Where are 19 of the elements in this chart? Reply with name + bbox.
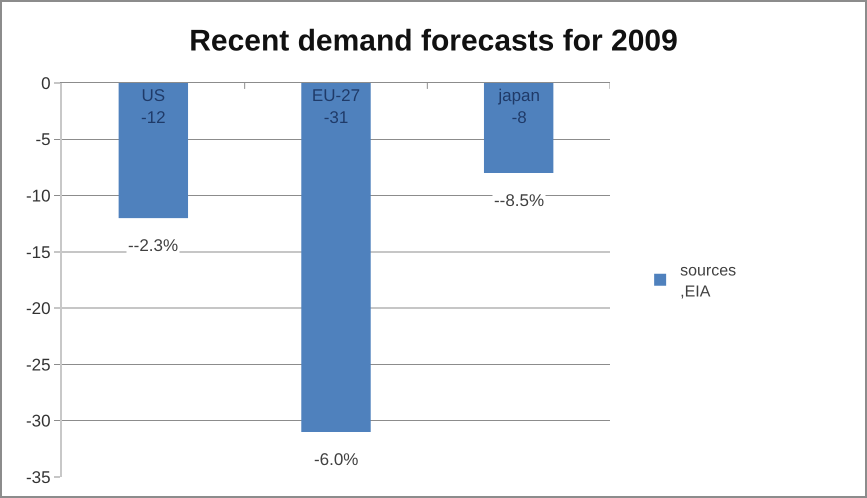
legend-label: sources ,EIA	[680, 262, 736, 300]
data-label: -8	[512, 108, 527, 128]
y-tick-label: -5	[35, 130, 51, 150]
y-tick-label: -25	[26, 355, 51, 374]
y-tick-label: -10	[26, 186, 51, 206]
x-tick-label: US	[142, 86, 166, 105]
annotation: --2.3%	[128, 236, 178, 255]
y-tick-label: 0	[41, 74, 51, 93]
annotation: -6.0%	[314, 450, 358, 469]
data-label: -12	[141, 108, 166, 128]
annotation: --8.5%	[494, 191, 544, 210]
x-tick-label: japan	[497, 86, 540, 105]
y-tick-label: -35	[26, 468, 51, 487]
y-tick-label: -15	[26, 242, 51, 262]
chart-title: Recent demand forecasts for 2009	[189, 24, 678, 58]
y-tick-label: -30	[26, 412, 51, 431]
x-tick-label: EU-27	[312, 86, 360, 105]
data-label: -31	[324, 108, 348, 128]
y-tick-label: -20	[26, 299, 51, 318]
